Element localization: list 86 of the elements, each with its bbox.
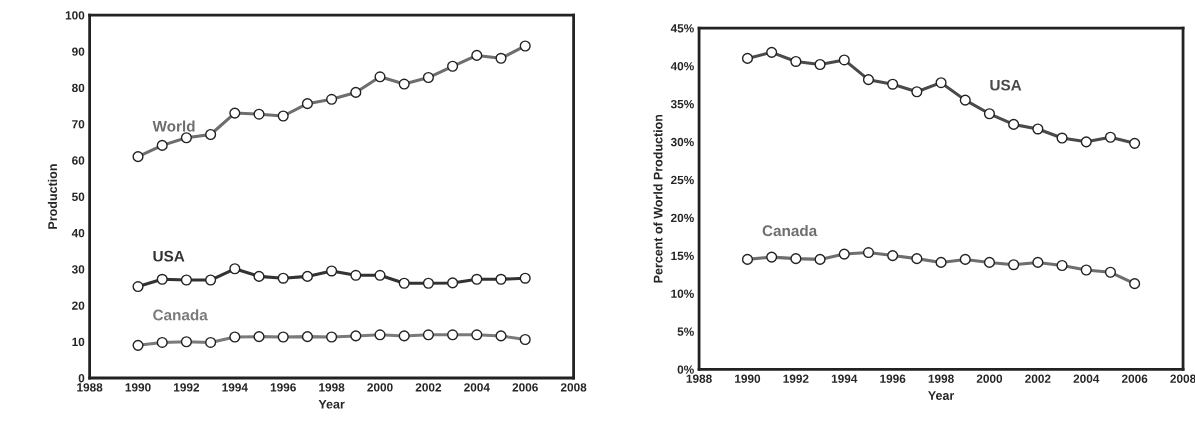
point <box>911 86 923 98</box>
point <box>471 273 483 285</box>
x-tick-label: 2008 <box>1170 374 1195 383</box>
point <box>959 94 971 106</box>
point <box>1008 118 1020 130</box>
y-tick-label: 0 <box>78 374 85 383</box>
x-tick-label: 2004 <box>464 383 490 392</box>
y-tick-label: 0% <box>677 365 694 374</box>
x-tick-label: 2008 <box>560 383 587 392</box>
series-label: World <box>152 120 195 132</box>
x-axis-title: Year <box>318 399 345 409</box>
point <box>1104 131 1117 143</box>
point <box>1080 136 1092 148</box>
y-tick-label: 50 <box>72 192 85 201</box>
x-tick-label: 1988 <box>77 383 103 392</box>
point <box>326 265 338 277</box>
point <box>1032 123 1044 135</box>
series-label: Canada <box>762 224 818 237</box>
series-label: Canada <box>153 309 208 321</box>
x-tick-label: 2000 <box>976 374 1003 383</box>
x-tick-label: 1992 <box>174 383 200 392</box>
y-tick-label: 100 <box>65 11 85 20</box>
point <box>205 274 217 286</box>
x-tick-label: 1992 <box>783 374 809 383</box>
y-tick-label: 20% <box>671 213 694 223</box>
point <box>253 270 265 282</box>
y-tick-label: 70 <box>72 120 85 129</box>
y-tick-label: 40% <box>670 62 694 71</box>
point <box>741 52 754 64</box>
y-tick-label: 35% <box>670 99 694 109</box>
point <box>398 277 410 289</box>
y-tick-label: 60 <box>72 156 85 165</box>
y-tick-label: 10 <box>72 337 85 347</box>
point <box>814 58 826 71</box>
x-tick-label: 1998 <box>319 383 345 392</box>
x-tick-label: 1998 <box>928 374 954 383</box>
point <box>350 269 362 281</box>
x-tick-label: 1994 <box>831 374 858 383</box>
point <box>838 54 850 66</box>
x-tick-label: 1988 <box>686 374 712 383</box>
point <box>519 272 531 284</box>
x-tick-label: 2006 <box>512 383 538 392</box>
point <box>983 108 996 120</box>
y-tick-label: 25% <box>671 175 694 185</box>
y-tick-label: 15% <box>671 251 694 260</box>
y-tick-label: 90 <box>72 47 85 56</box>
series-label: USA <box>153 250 185 262</box>
y-axis-title: Production <box>47 164 58 229</box>
y-tick-label: 45% <box>670 24 694 33</box>
x-tick-label: 2004 <box>1073 374 1100 383</box>
x-tick-label: 2002 <box>415 383 442 392</box>
y-tick-label: 10% <box>671 289 694 298</box>
x-axis-title: Year <box>928 391 955 400</box>
x-tick-label: 2000 <box>367 383 393 392</box>
x-tick-label: 1994 <box>222 383 248 392</box>
point <box>229 263 241 275</box>
point <box>766 46 778 58</box>
point <box>301 270 313 282</box>
series-label: USA <box>990 79 1022 91</box>
point <box>887 78 899 90</box>
point <box>156 273 168 285</box>
x-tick-label: 1996 <box>270 383 296 392</box>
y-tick-label: 40 <box>71 228 85 238</box>
y-tick-label: 30% <box>670 137 694 147</box>
y-tick-label: 30 <box>71 265 85 274</box>
point <box>374 269 386 281</box>
x-tick-label: 2002 <box>1025 374 1051 383</box>
point <box>422 277 434 289</box>
point <box>447 277 459 289</box>
y-axis-title: Percent of World Production <box>653 114 663 283</box>
point <box>495 273 507 285</box>
x-tick-label: 2006 <box>1121 374 1148 383</box>
point <box>790 55 802 68</box>
x-tick-label: 1990 <box>735 374 761 383</box>
y-tick-label: 5% <box>677 327 694 336</box>
x-tick-label: 1996 <box>880 374 906 383</box>
point <box>935 77 947 89</box>
point <box>862 74 875 86</box>
y-tick-label: 80 <box>72 83 85 93</box>
point <box>132 280 144 293</box>
point <box>180 274 192 286</box>
point <box>277 272 289 284</box>
y-tick-label: 20 <box>72 301 85 310</box>
point <box>1056 132 1068 144</box>
x-tick-label: 1990 <box>125 383 151 392</box>
point <box>1129 137 1141 149</box>
